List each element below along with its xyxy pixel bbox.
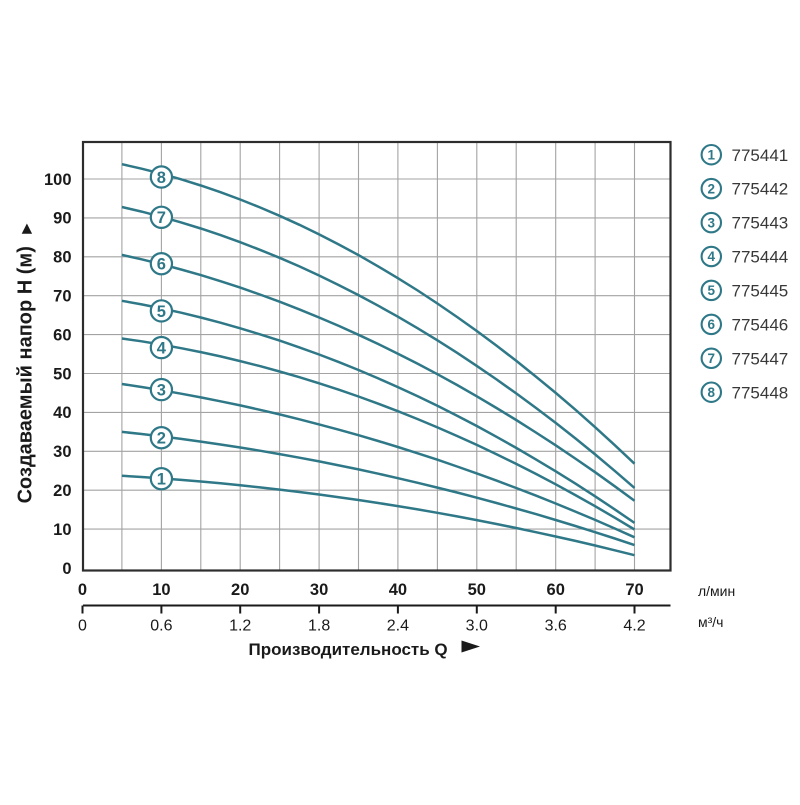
svg-text:40: 40	[53, 404, 71, 422]
svg-text:6: 6	[708, 317, 716, 332]
svg-text:6: 6	[157, 256, 166, 274]
svg-text:3.0: 3.0	[466, 618, 488, 635]
svg-text:2.4: 2.4	[387, 618, 409, 635]
svg-text:5: 5	[157, 303, 166, 321]
svg-text:8: 8	[157, 169, 166, 187]
svg-text:70: 70	[53, 288, 71, 306]
svg-text:3.6: 3.6	[545, 618, 567, 635]
svg-text:60: 60	[53, 326, 71, 344]
svg-text:Создаваемый напор Н (м): Создаваемый напор Н (м)	[15, 246, 37, 503]
svg-text:20: 20	[53, 482, 71, 500]
svg-text:3: 3	[157, 382, 166, 400]
svg-text:775445: 775445	[732, 282, 789, 301]
svg-text:2: 2	[708, 181, 716, 196]
svg-text:2: 2	[157, 430, 166, 448]
svg-text:л/мин: л/мин	[698, 583, 735, 599]
svg-text:10: 10	[152, 581, 170, 599]
svg-text:775441: 775441	[732, 146, 789, 165]
svg-text:1: 1	[157, 471, 166, 489]
svg-text:7: 7	[708, 351, 716, 366]
svg-text:1.2: 1.2	[229, 618, 251, 635]
svg-text:0.6: 0.6	[150, 618, 172, 635]
svg-text:20: 20	[231, 581, 249, 599]
svg-text:3: 3	[708, 215, 716, 230]
svg-text:7: 7	[157, 209, 166, 227]
svg-text:10: 10	[53, 521, 71, 539]
svg-text:1: 1	[708, 147, 716, 162]
svg-text:775443: 775443	[732, 214, 789, 233]
svg-text:775444: 775444	[732, 248, 789, 267]
svg-text:50: 50	[53, 365, 71, 383]
svg-text:40: 40	[389, 581, 407, 599]
svg-text:Производительность Q: Производительность Q	[249, 640, 448, 659]
svg-text:5: 5	[708, 283, 716, 298]
svg-text:775442: 775442	[732, 180, 789, 199]
svg-text:8: 8	[708, 385, 716, 400]
svg-text:775448: 775448	[732, 383, 789, 402]
svg-text:775447: 775447	[732, 349, 789, 368]
svg-text:1.8: 1.8	[308, 618, 330, 635]
svg-text:0: 0	[62, 560, 71, 578]
svg-text:90: 90	[53, 210, 71, 228]
svg-text:100: 100	[44, 171, 72, 189]
svg-text:775446: 775446	[732, 316, 789, 335]
svg-text:4: 4	[708, 249, 716, 264]
svg-text:50: 50	[468, 581, 486, 599]
svg-text:60: 60	[547, 581, 565, 599]
svg-text:70: 70	[625, 581, 643, 599]
svg-text:0: 0	[78, 618, 87, 635]
svg-text:4.2: 4.2	[623, 618, 645, 635]
svg-text:0: 0	[78, 581, 87, 599]
svg-text:м³/ч: м³/ч	[698, 614, 723, 630]
svg-text:4: 4	[157, 340, 167, 358]
svg-text:80: 80	[53, 249, 71, 267]
svg-text:30: 30	[53, 443, 71, 461]
svg-text:30: 30	[310, 581, 328, 599]
